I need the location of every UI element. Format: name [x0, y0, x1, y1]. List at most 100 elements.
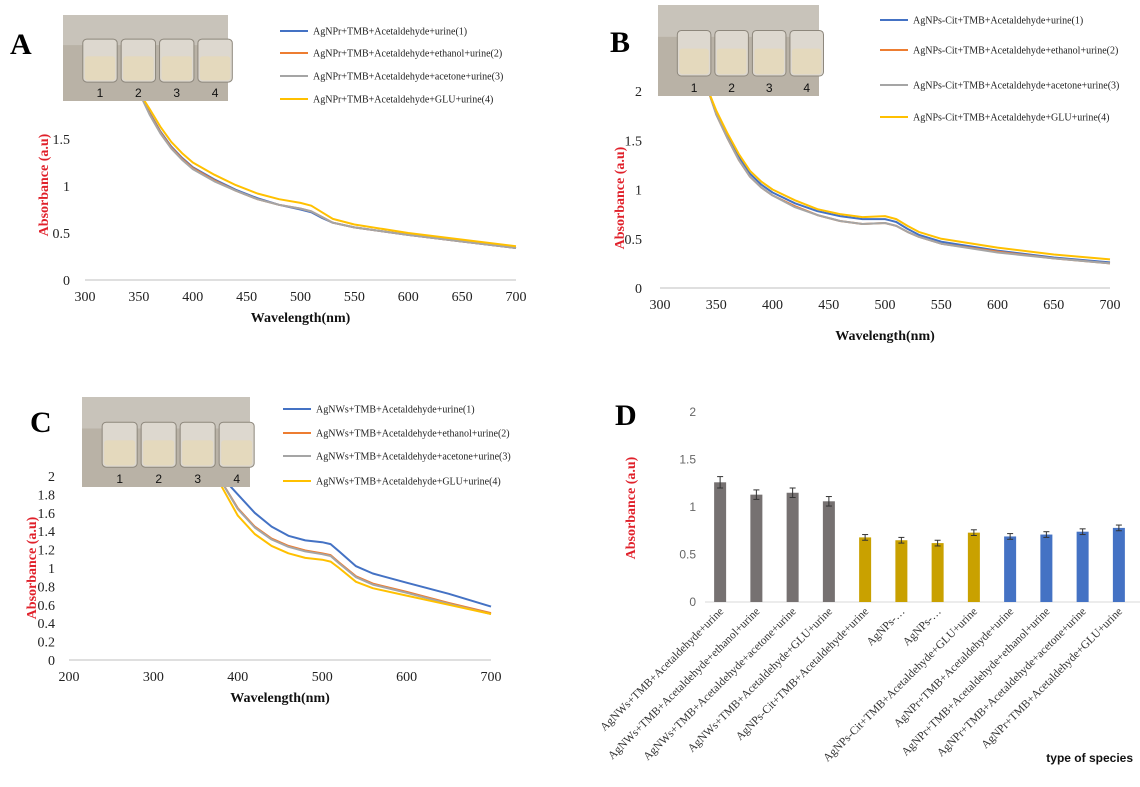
y-tick-label: 0.5 — [625, 233, 643, 248]
bar-7 — [931, 543, 944, 602]
bar-8 — [967, 532, 980, 602]
bar-11 — [1076, 531, 1089, 602]
y-tick-label: 2 — [635, 85, 642, 100]
y-tick-label: 1.4 — [38, 525, 56, 540]
category-label: AgNWs+TMB+Acetaldehyde+urine — [598, 606, 726, 734]
vial-number-label: 4 — [212, 86, 219, 100]
y-tick-label: 0 — [63, 274, 70, 289]
y-tick-label: 1.5 — [625, 134, 643, 149]
vial-liquid-4 — [221, 440, 253, 466]
bar-3 — [786, 492, 799, 602]
y-tick-label: 0.5 — [53, 227, 71, 242]
x-tick-label: 300 — [143, 670, 164, 685]
vial-liquid-1 — [679, 48, 709, 75]
vials-photo: 1 2 3 4 — [63, 15, 233, 101]
vial-number-label: 1 — [97, 86, 104, 100]
x-tick-label: 650 — [452, 290, 473, 305]
legend-label-1: AgNPs-Cit+TMB+Acetaldehyde+urine(1) — [913, 16, 1083, 27]
y-tick-label: 0.4 — [38, 617, 56, 632]
y-axis-title: Absorbance (a.u) — [613, 146, 628, 249]
vial-liquid-3 — [161, 56, 192, 81]
legend-label-1: AgNPr+TMB+Acetaldehyde+urine(1) — [313, 27, 467, 38]
vial-number-label: 2 — [135, 86, 142, 100]
y-axis-title: Absorbance (a.u) — [25, 516, 40, 619]
category-label: AgNPs-… — [865, 606, 908, 649]
series-line-4 — [220, 484, 492, 615]
y-tick-label: 0 — [48, 654, 55, 669]
x-tick-label: 550 — [931, 298, 952, 313]
series-line-4 — [138, 91, 517, 248]
chart-panel-b: 300 350 400 450 500 550 600 650 700 0 0.5 1 1.5 2 Wave… — [613, 5, 1121, 344]
x-tick-label: 700 — [481, 670, 502, 685]
x-tick-label: 450 — [236, 290, 257, 305]
vial-liquid-3 — [182, 440, 214, 466]
vial-number-label: 4 — [233, 472, 240, 486]
vial-number-label: 1 — [116, 472, 123, 486]
bar-2 — [750, 494, 763, 602]
chart-panel-d: 00.511.52AgNWs+TMB+Acetaldehyde+urineAgN… — [598, 405, 1140, 765]
series-line-4 — [707, 90, 1111, 261]
x-tick-label: 600 — [398, 290, 419, 305]
y-tick-label: 1 — [635, 184, 642, 199]
legend-label-4: AgNWs+TMB+Acetaldehyde+GLU+urine(4) — [316, 477, 501, 488]
bar-5 — [859, 537, 872, 602]
vial-liquid-1 — [84, 56, 116, 81]
vial-number-label: 2 — [728, 81, 735, 95]
category-label: AgNPs-Cit+TMB+Acetaldehyde+urine — [734, 606, 871, 743]
vial-liquid-3 — [754, 48, 784, 75]
x-tick-label: 400 — [227, 670, 248, 685]
x-tick-label: 500 — [290, 290, 311, 305]
x-tick-label: 350 — [706, 298, 727, 313]
bar-10 — [1040, 534, 1053, 602]
legend-label-3: AgNPr+TMB+Acetaldehyde+acetone+urine(3) — [313, 72, 503, 83]
x-axis-title: Wavelength(nm) — [230, 691, 330, 706]
panel-label-b: B — [610, 26, 630, 59]
vial-number-label: 4 — [803, 81, 810, 95]
y-tick-label: 1.8 — [38, 488, 56, 503]
x-axis-title: type of species — [1046, 751, 1133, 765]
category-label: AgNWs+TMB+Acetaldehyde+acetone+urine — [641, 606, 798, 763]
y-tick-label: 1 — [48, 562, 55, 577]
vial-number-label: 3 — [173, 86, 180, 100]
vial-number-label: 3 — [194, 472, 201, 486]
y-tick-label: 1.5 — [53, 133, 71, 148]
x-tick-label: 450 — [818, 298, 839, 313]
legend-label-2: AgNPr+TMB+Acetaldehyde+ethanol+urine(2) — [313, 49, 502, 60]
x-tick-label: 300 — [650, 298, 671, 313]
y-tick-label: 1.6 — [38, 507, 56, 522]
series-line-1 — [707, 90, 1111, 264]
vial-liquid-4 — [791, 48, 822, 75]
legend-label-3: AgNPs-Cit+TMB+Acetaldehyde+acetone+urine… — [913, 81, 1119, 92]
vial-number-label: 2 — [155, 472, 162, 486]
vial-liquid-4 — [199, 56, 231, 81]
series-line-3 — [137, 91, 517, 249]
y-axis-title: Absorbance (a.u) — [37, 133, 52, 236]
series-line-3 — [707, 90, 1111, 265]
panel-label-c: C — [30, 406, 52, 439]
vial-liquid-2 — [123, 56, 154, 81]
panel-label-a: A — [10, 28, 32, 61]
x-tick-label: 700 — [506, 290, 527, 305]
legend-label-2: AgNPs-Cit+TMB+Acetaldehyde+ethanol+urine… — [913, 46, 1118, 57]
x-tick-label: 200 — [59, 670, 80, 685]
series-line-2 — [220, 480, 492, 615]
vials-photo: 1 2 3 4 — [82, 397, 255, 487]
x-tick-label: 400 — [182, 290, 203, 305]
x-tick-label: 600 — [987, 298, 1008, 313]
panel-label-d: D — [615, 399, 637, 432]
y-tick-label: 2 — [689, 405, 696, 419]
y-tick-label: 0.2 — [38, 636, 56, 651]
x-axis-title: Wavelength(nm) — [251, 311, 351, 326]
bar-6 — [895, 540, 908, 602]
legend-label-2: AgNWs+TMB+Acetaldehyde+ethanol+urine(2) — [316, 429, 510, 440]
series-line-3 — [220, 480, 492, 615]
y-tick-label: 0.5 — [679, 548, 696, 562]
vial-liquid-1 — [104, 440, 136, 466]
x-tick-label: 550 — [344, 290, 365, 305]
vial-liquid-2 — [143, 440, 175, 466]
x-tick-label: 350 — [128, 290, 149, 305]
y-tick-label: 0 — [689, 595, 696, 609]
vial-number-label: 3 — [766, 81, 773, 95]
vial-liquid-2 — [716, 48, 747, 75]
y-tick-label: 1.2 — [38, 544, 56, 559]
